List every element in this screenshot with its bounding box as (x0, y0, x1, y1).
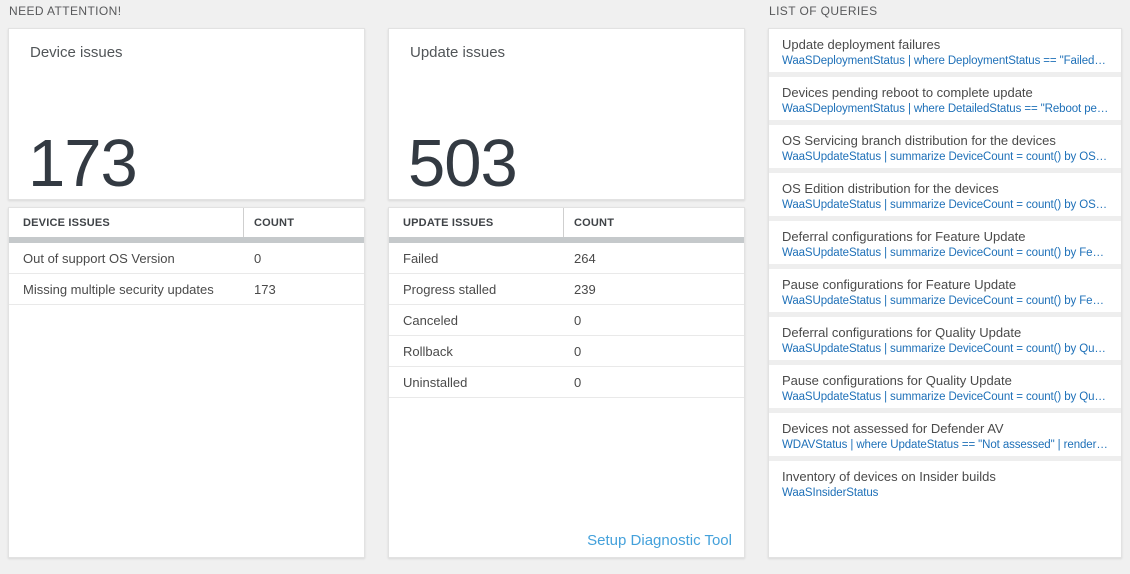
query-title: Pause configurations for Feature Update (782, 277, 1017, 292)
setup-diagnostic-tool-link[interactable]: Setup Diagnostic Tool (587, 532, 732, 549)
query-title: OS Edition distribution for the devices (782, 181, 999, 196)
need-attention-header: NEED ATTENTION! (9, 4, 122, 18)
query-item-insider-builds-inventory[interactable]: Inventory of devices on Insider builds W… (769, 461, 1121, 557)
row-label: Failed (403, 250, 439, 266)
row-label: Missing multiple security updates (23, 281, 214, 297)
row-count: 0 (254, 250, 262, 266)
device-issues-column-header: DEVICE ISSUES (9, 208, 244, 237)
device-issues-tile[interactable]: Device issues 173 (8, 28, 365, 200)
update-issues-column-header: UPDATE ISSUES (389, 208, 564, 237)
query-item-defender-av-not-assessed[interactable]: Devices not assessed for Defender AV WDA… (769, 413, 1121, 461)
query-title: Pause configurations for Quality Update (782, 373, 1012, 388)
device-issues-title: Device issues (30, 44, 123, 61)
row-label: Uninstalled (403, 374, 468, 390)
device-issues-big-count: 173 (28, 126, 138, 201)
update-issues-big-count: 503 (408, 126, 518, 201)
row-count: 264 (574, 250, 596, 266)
query-text: WDAVStatus | where UpdateStatus == "Not … (782, 439, 1109, 451)
device-issues-table-header: DEVICE ISSUES COUNT (9, 208, 364, 237)
queries-list: Update deployment failures WaaSDeploymen… (768, 28, 1122, 558)
table-row-progress-stalled[interactable]: Progress stalled 239 (389, 274, 744, 305)
update-issues-tile[interactable]: Update issues 503 (388, 28, 745, 200)
row-count: 0 (574, 374, 582, 390)
table-header-separator-bar (389, 237, 744, 243)
row-count: 0 (574, 312, 582, 328)
row-count: 173 (254, 281, 276, 297)
query-item-deferral-feature-update[interactable]: Deferral configurations for Feature Upda… (769, 221, 1121, 269)
count-column-header: COUNT (254, 216, 295, 229)
query-title: Inventory of devices on Insider builds (782, 469, 996, 484)
table-row-missing-security-updates[interactable]: Missing multiple security updates 173 (9, 274, 364, 305)
row-label: Rollback (403, 343, 453, 359)
query-text: WaaSUpdateStatus | summarize DeviceCount… (782, 199, 1109, 211)
row-label: Canceled (403, 312, 458, 328)
query-text: WaaSDeploymentStatus | where DeploymentS… (782, 55, 1109, 67)
query-item-deferral-quality-update[interactable]: Deferral configurations for Quality Upda… (769, 317, 1121, 365)
query-title: Update deployment failures (782, 37, 941, 52)
device-issues-table: DEVICE ISSUES COUNT Out of support OS Ve… (8, 207, 365, 558)
query-item-pause-quality-update[interactable]: Pause configurations for Quality Update … (769, 365, 1121, 413)
query-text: WaaSDeploymentStatus | where DetailedSta… (782, 103, 1109, 115)
query-title: Devices not assessed for Defender AV (782, 421, 1004, 436)
query-text: WaaSUpdateStatus | summarize DeviceCount… (782, 391, 1109, 403)
update-issues-table: UPDATE ISSUES COUNT Failed 264 Progress … (388, 207, 745, 558)
update-issues-title: Update issues (410, 44, 506, 61)
query-text: WaaSInsiderStatus (782, 487, 879, 499)
query-title: Deferral configurations for Quality Upda… (782, 325, 1022, 340)
query-title: Devices pending reboot to complete updat… (782, 85, 1033, 100)
table-row-failed[interactable]: Failed 264 (389, 243, 744, 274)
table-row-canceled[interactable]: Canceled 0 (389, 305, 744, 336)
table-row-out-of-support[interactable]: Out of support OS Version 0 (9, 243, 364, 274)
query-item-os-edition-distribution[interactable]: OS Edition distribution for the devices … (769, 173, 1121, 221)
query-item-os-servicing-branch[interactable]: OS Servicing branch distribution for the… (769, 125, 1121, 173)
row-count: 0 (574, 343, 582, 359)
row-count: 239 (574, 281, 596, 297)
table-row-rollback[interactable]: Rollback 0 (389, 336, 744, 367)
table-header-separator-bar (9, 237, 364, 243)
list-of-queries-header: LIST OF QUERIES (769, 4, 878, 18)
query-text: WaaSUpdateStatus | summarize DeviceCount… (782, 295, 1109, 307)
row-label: Out of support OS Version (23, 250, 175, 266)
query-item-devices-pending-reboot[interactable]: Devices pending reboot to complete updat… (769, 77, 1121, 125)
row-label: Progress stalled (403, 281, 497, 297)
query-text: WaaSUpdateStatus | summarize DeviceCount… (782, 151, 1109, 163)
update-issues-table-header: UPDATE ISSUES COUNT (389, 208, 744, 237)
query-item-update-deployment-failures[interactable]: Update deployment failures WaaSDeploymen… (769, 29, 1121, 77)
query-text: WaaSUpdateStatus | summarize DeviceCount… (782, 343, 1109, 355)
query-title: OS Servicing branch distribution for the… (782, 133, 1056, 148)
table-row-uninstalled[interactable]: Uninstalled 0 (389, 367, 744, 398)
query-text: WaaSUpdateStatus | summarize DeviceCount… (782, 247, 1109, 259)
count-column-header: COUNT (574, 216, 615, 229)
query-item-pause-feature-update[interactable]: Pause configurations for Feature Update … (769, 269, 1121, 317)
query-title: Deferral configurations for Feature Upda… (782, 229, 1026, 244)
